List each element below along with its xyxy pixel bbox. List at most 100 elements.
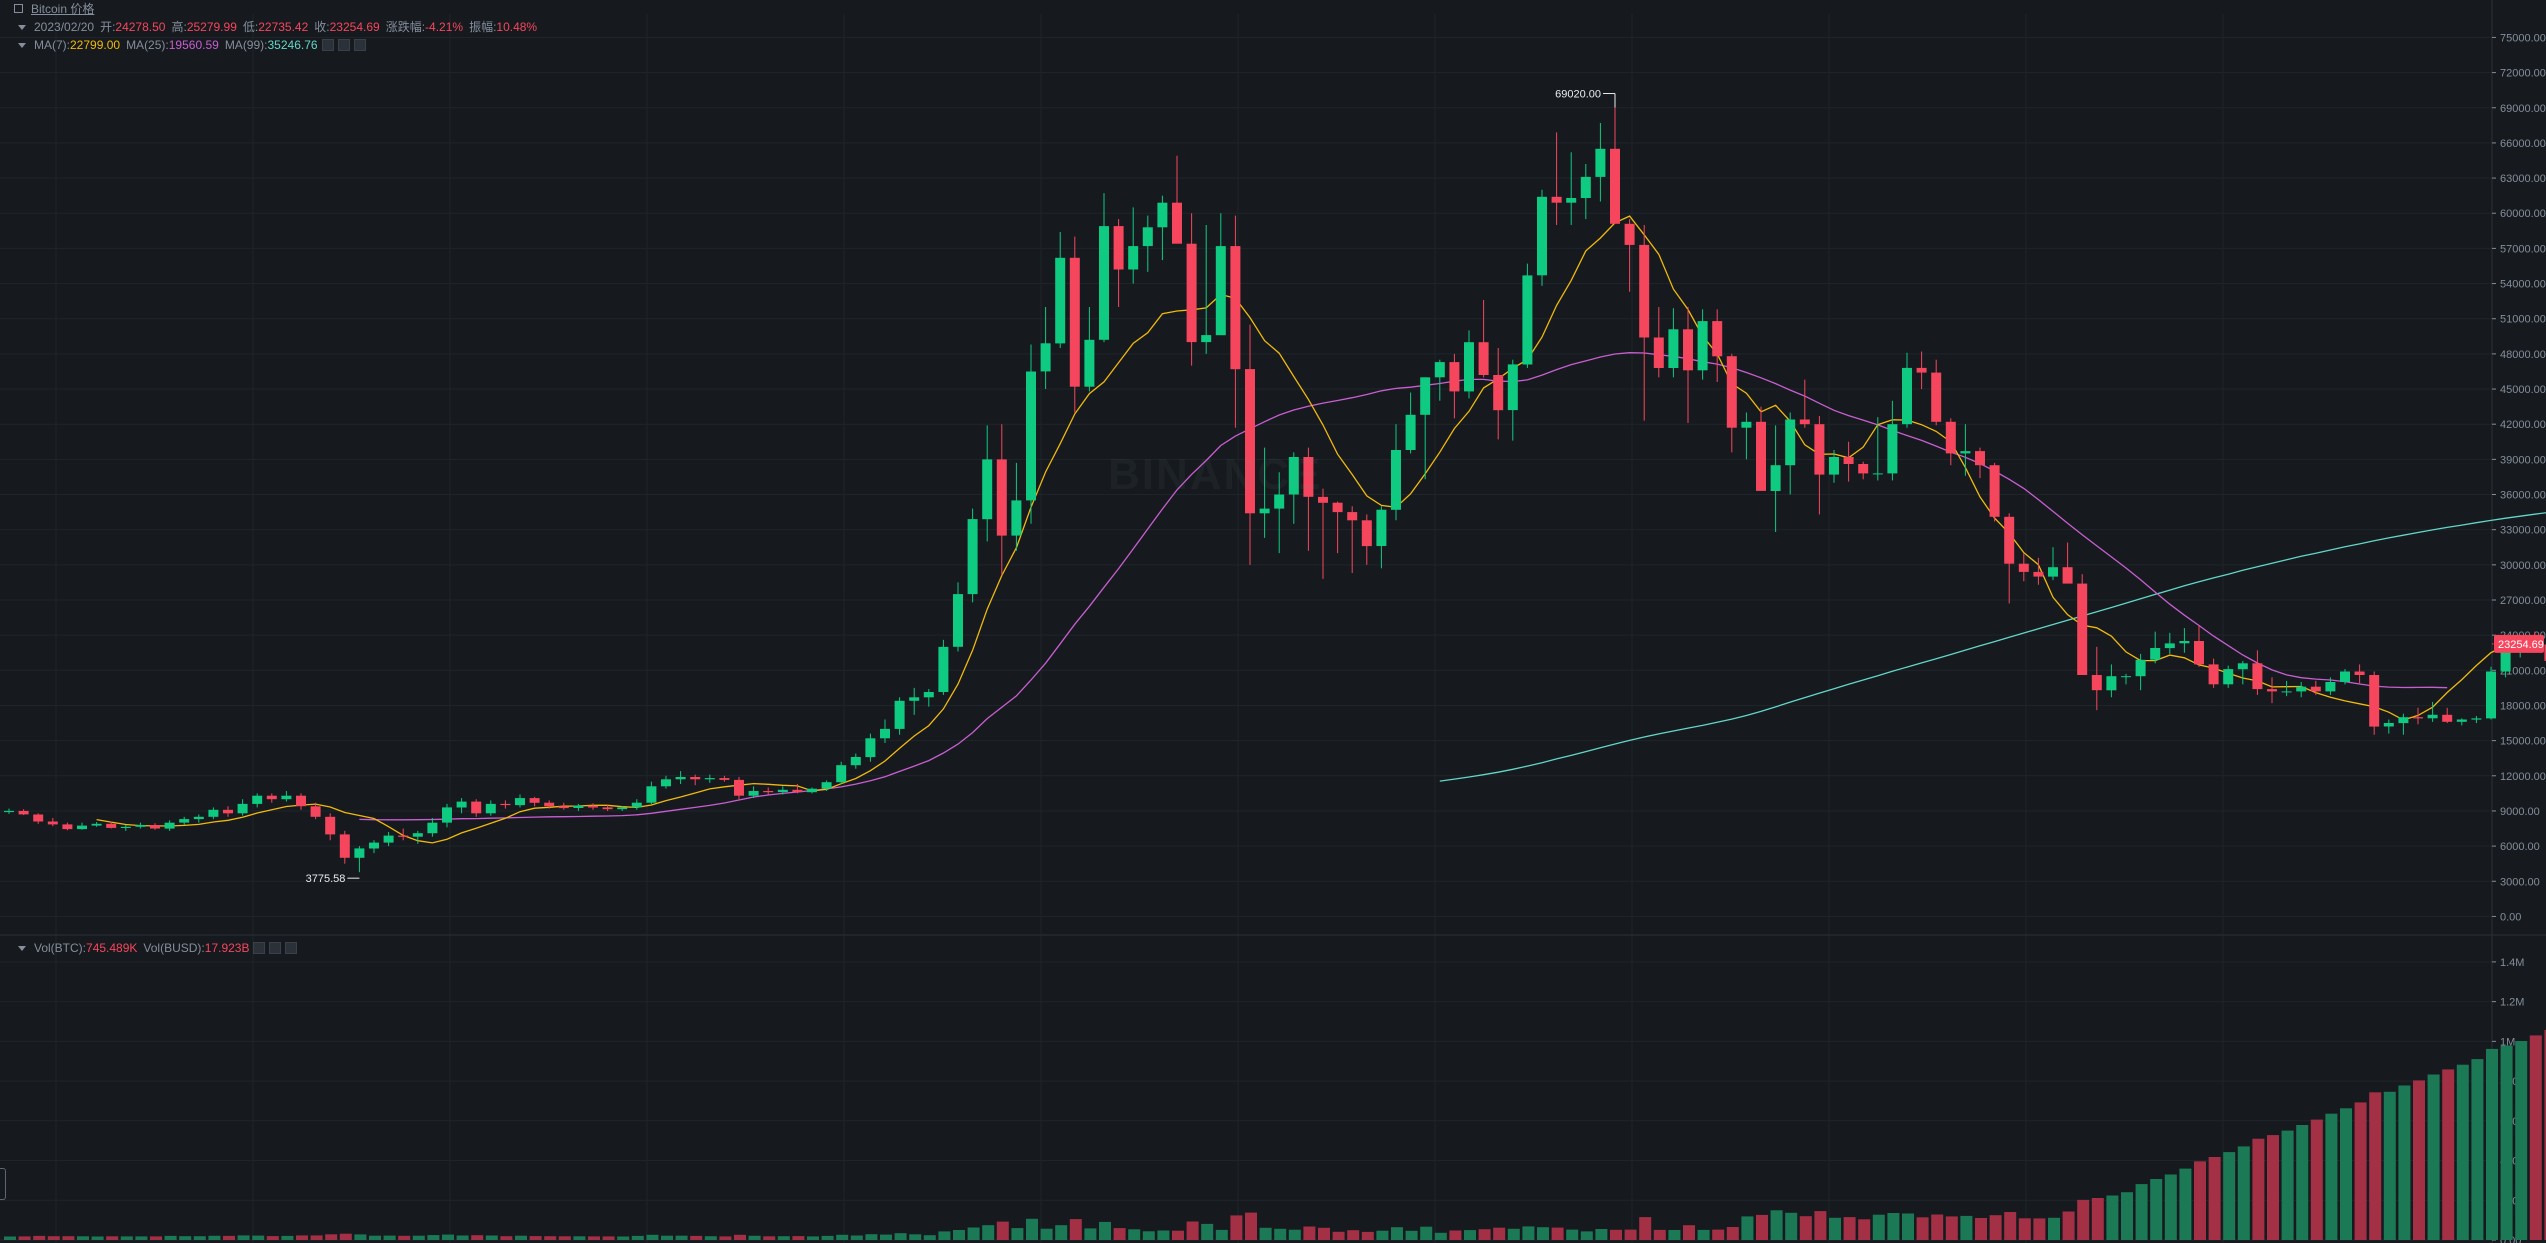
candle[interactable] bbox=[515, 794, 525, 808]
candle[interactable] bbox=[2471, 716, 2482, 724]
candle[interactable] bbox=[120, 825, 131, 831]
candle[interactable] bbox=[1683, 306, 1693, 424]
vol-settings-icon[interactable] bbox=[269, 942, 282, 954]
candle[interactable] bbox=[296, 793, 306, 810]
chart-title[interactable]: Bitcoin 价格 bbox=[31, 2, 95, 16]
candle[interactable] bbox=[2398, 713, 2409, 735]
collapse-arrow-icon[interactable] bbox=[18, 24, 26, 30]
candle[interactable] bbox=[1799, 379, 1810, 428]
candle[interactable] bbox=[734, 776, 744, 800]
candle[interactable] bbox=[631, 799, 642, 810]
candle[interactable] bbox=[2194, 625, 2204, 667]
candle[interactable] bbox=[485, 800, 496, 816]
candle[interactable] bbox=[763, 787, 774, 795]
candle[interactable] bbox=[1507, 359, 1518, 441]
candle[interactable] bbox=[398, 828, 409, 841]
candle[interactable] bbox=[2004, 513, 2015, 604]
candle[interactable] bbox=[1303, 447, 1314, 551]
candle[interactable] bbox=[1084, 306, 1095, 392]
candle[interactable] bbox=[1566, 152, 1577, 225]
candle[interactable] bbox=[2369, 671, 2380, 735]
candle[interactable] bbox=[1186, 213, 1197, 366]
candle[interactable] bbox=[412, 830, 423, 844]
candle[interactable] bbox=[2164, 632, 2175, 654]
candle[interactable] bbox=[77, 822, 87, 830]
candle[interactable] bbox=[427, 817, 438, 837]
candle[interactable] bbox=[383, 832, 394, 847]
candle[interactable] bbox=[1099, 193, 1109, 343]
candle[interactable] bbox=[704, 774, 715, 783]
candle[interactable] bbox=[661, 775, 671, 789]
candle[interactable] bbox=[865, 733, 876, 762]
candle[interactable] bbox=[2237, 660, 2248, 685]
candle[interactable] bbox=[2340, 669, 2350, 685]
candle[interactable] bbox=[500, 800, 511, 809]
candle[interactable] bbox=[1172, 155, 1182, 244]
candle[interactable] bbox=[894, 697, 905, 735]
candle[interactable] bbox=[1975, 447, 1985, 479]
candle[interactable] bbox=[369, 840, 379, 854]
candle[interactable] bbox=[2106, 664, 2117, 698]
candle[interactable] bbox=[2544, 641, 2546, 662]
candle[interactable] bbox=[1522, 263, 1533, 368]
candle[interactable] bbox=[1537, 189, 1547, 286]
candle[interactable] bbox=[836, 761, 847, 784]
candle[interactable] bbox=[2383, 719, 2394, 734]
candle[interactable] bbox=[1026, 344, 1036, 524]
candle[interactable] bbox=[1405, 392, 1416, 454]
candle[interactable] bbox=[1741, 412, 1752, 460]
candle[interactable] bbox=[602, 805, 613, 811]
candle[interactable] bbox=[1493, 348, 1504, 440]
candle[interactable] bbox=[193, 814, 204, 823]
candle[interactable] bbox=[1887, 400, 1898, 481]
candle[interactable] bbox=[1434, 359, 1445, 401]
candle[interactable] bbox=[1916, 351, 1927, 390]
candle[interactable] bbox=[1230, 215, 1241, 428]
candle[interactable] bbox=[544, 800, 555, 809]
candle[interactable] bbox=[1157, 195, 1168, 261]
candle[interactable] bbox=[1712, 309, 1723, 382]
candle[interactable] bbox=[1274, 472, 1285, 554]
candle[interactable] bbox=[325, 813, 336, 841]
candle[interactable] bbox=[1128, 207, 1139, 284]
candle[interactable] bbox=[1653, 306, 1664, 378]
candle[interactable] bbox=[1858, 461, 1869, 480]
candle[interactable] bbox=[2208, 658, 2219, 688]
candle[interactable] bbox=[1449, 353, 1460, 419]
candle[interactable] bbox=[690, 774, 701, 786]
candle[interactable] bbox=[2296, 682, 2307, 698]
candle[interactable] bbox=[106, 821, 117, 829]
candle[interactable] bbox=[1420, 377, 1431, 480]
candle[interactable] bbox=[1332, 501, 1343, 554]
candle[interactable] bbox=[33, 813, 44, 824]
candle[interactable] bbox=[91, 822, 102, 827]
candle[interactable] bbox=[2150, 631, 2161, 664]
candle[interactable] bbox=[558, 802, 569, 810]
candle[interactable] bbox=[1945, 418, 1956, 466]
candle[interactable] bbox=[646, 781, 657, 804]
candle[interactable] bbox=[1829, 449, 1839, 483]
candle[interactable] bbox=[982, 425, 993, 542]
candle[interactable] bbox=[1668, 308, 1679, 378]
candle[interactable] bbox=[617, 806, 628, 811]
candle[interactable] bbox=[1376, 506, 1387, 569]
candle[interactable] bbox=[996, 424, 1007, 576]
candle[interactable] bbox=[1843, 441, 1854, 482]
candle[interactable] bbox=[2486, 666, 2496, 720]
candle[interactable] bbox=[880, 719, 890, 743]
candle[interactable] bbox=[1610, 107, 1620, 224]
vol-visibility-toggle-icon[interactable] bbox=[253, 942, 266, 954]
candle[interactable] bbox=[339, 830, 350, 864]
candle[interactable] bbox=[2267, 677, 2277, 704]
candle[interactable] bbox=[1464, 330, 1474, 399]
candle[interactable] bbox=[150, 823, 160, 830]
candle[interactable] bbox=[1989, 462, 2000, 522]
candle[interactable] bbox=[1347, 506, 1358, 574]
candle[interactable] bbox=[1872, 417, 1883, 481]
candle[interactable] bbox=[1785, 412, 1796, 495]
candle[interactable] bbox=[1055, 231, 1066, 349]
candle[interactable] bbox=[2442, 707, 2453, 724]
candle[interactable] bbox=[135, 822, 146, 829]
candle[interactable] bbox=[1639, 224, 1650, 421]
